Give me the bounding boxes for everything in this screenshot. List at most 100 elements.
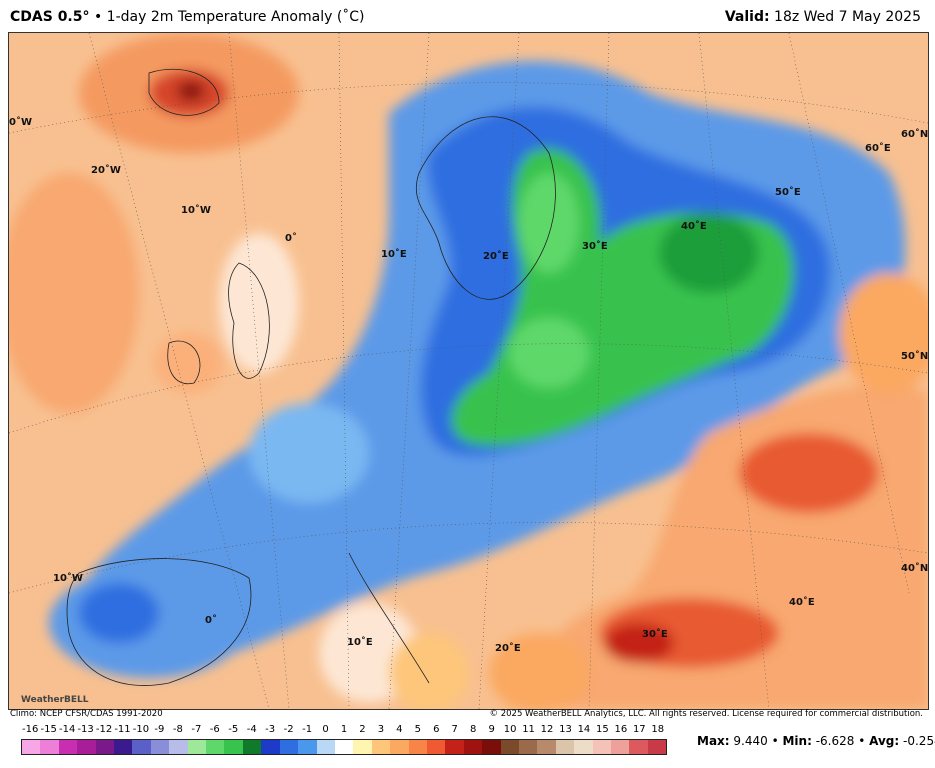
legend-swatch	[279, 740, 299, 754]
legend-tick-label: 14	[577, 724, 591, 735]
gridline-label: 60˚E	[865, 142, 891, 154]
legend-tick-label: -16	[22, 724, 39, 735]
legend-tick-label: 15	[596, 724, 609, 735]
longitude-line-20e	[478, 33, 520, 709]
longitude-line-20w	[88, 33, 270, 709]
hot-area-kazakhstan	[739, 433, 879, 513]
gridline-label: 20˚W	[91, 164, 121, 176]
legend-swatch	[537, 740, 556, 754]
latitude-line-60n	[9, 82, 928, 134]
legend-tick-label: -7	[191, 724, 202, 735]
latitude-line-50n	[9, 343, 928, 434]
iberia-coast	[66, 558, 252, 686]
legend-swatch	[463, 740, 483, 754]
legend-tick-label: -13	[77, 724, 94, 735]
warm-area-italy-south	[389, 633, 469, 709]
legend-tick-label: 5	[414, 724, 422, 735]
legend-tick-label: 10	[503, 724, 517, 735]
legend-tick-label: -10	[132, 724, 150, 735]
light-green-area-baltics	[509, 318, 589, 388]
legend-tick-label: -4	[246, 724, 257, 735]
map-canvas: 0˚W 20˚W 10˚W 0˚ 10˚E 20˚E 30˚E 40˚E 50˚E 60˚E 60˚…	[9, 33, 928, 709]
legend-swatch	[206, 740, 225, 754]
legend-swatch	[77, 740, 96, 754]
map-title: CDAS 0.5° • 1-day 2m Temperature Anomaly…	[10, 9, 365, 25]
legend-tick-label: -9	[154, 724, 165, 735]
gridline-label: 0˚W	[9, 116, 32, 128]
legend-swatch	[611, 740, 630, 754]
legend-tick-label: -14	[58, 724, 76, 735]
legend-swatch	[261, 740, 280, 754]
legend-tick-label: 18	[651, 724, 665, 735]
copyright-note: © 2025 WeatherBELL Analytics, LLC. All r…	[489, 709, 923, 719]
legend-swatch	[40, 740, 59, 754]
legend-tick-label: -5	[228, 724, 239, 735]
legend-swatch	[390, 740, 409, 754]
legend-tick-label: 9	[488, 724, 495, 735]
legend-swatch	[224, 740, 243, 754]
legend-swatch	[22, 740, 41, 754]
gridline-label: 40˚E	[681, 220, 707, 232]
iceland-coast	[148, 68, 220, 116]
valid-time: Valid: 18z Wed 7 May 2025	[725, 9, 921, 25]
gridline-label: 20˚E	[483, 250, 509, 262]
min-label: Min:	[782, 734, 812, 748]
legend-tick-label: 1	[340, 724, 348, 735]
longitude-line-30e	[588, 33, 610, 709]
title-separator: •	[89, 9, 107, 25]
dark-green-area-russia	[659, 213, 759, 293]
gridline-label: 50˚N	[901, 350, 928, 362]
weatherbell-logo: WeatherBELL	[21, 695, 89, 705]
gridline-label: 20˚E	[495, 642, 521, 654]
max-spot-iceland	[177, 81, 205, 101]
legend-swatch	[647, 740, 667, 754]
legend-swatch	[500, 740, 519, 754]
legend-swatch	[518, 740, 538, 754]
max-label: Max:	[697, 734, 730, 748]
light-green-area-finland	[519, 173, 579, 273]
legend-tick-label: -2	[283, 724, 294, 735]
legend-swatch	[408, 740, 427, 754]
legend-tick-label: 13	[559, 724, 572, 735]
legend-tick-label: -11	[114, 724, 131, 735]
legend-tick-label: -15	[40, 724, 57, 735]
legend-swatch	[482, 740, 501, 754]
legend-tick-label: -8	[172, 724, 183, 735]
model-name: CDAS 0.5	[10, 9, 83, 25]
legend-tick-label: -12	[95, 724, 113, 735]
legend-tick-label: 17	[632, 724, 646, 735]
legend-swatch	[629, 740, 648, 754]
gridline-label: 10˚W	[181, 204, 211, 216]
min-value: -6.628	[815, 734, 855, 748]
valid-label: Valid:	[724, 9, 770, 25]
legend-swatch	[150, 740, 170, 754]
legend-swatch	[58, 740, 78, 754]
legend-tick-label: 7	[451, 724, 458, 735]
gridline-label: 40˚N	[901, 562, 928, 574]
legend-swatch	[298, 740, 317, 754]
legend-swatch	[132, 740, 151, 754]
legend-swatch	[114, 740, 133, 754]
legend-tick-label: -3	[265, 724, 276, 735]
legend-tick-label: 6	[433, 724, 440, 735]
legend-tick-label: 12	[540, 724, 554, 735]
gridline-label: 10˚W	[53, 572, 83, 584]
cold-area-france	[249, 403, 369, 503]
gridline-label: 50˚E	[775, 186, 801, 198]
legend-tick-label: -1	[302, 724, 313, 735]
graticule	[9, 33, 928, 709]
legend-swatch	[95, 740, 115, 754]
color-legend: -16 -15 -14 -13 -12 -11 -10 -9 -8 -7 -6 -5 -4 -3 -2 -1 0…	[21, 724, 667, 757]
legend-swatch	[426, 740, 446, 754]
legend-swatch	[574, 740, 593, 754]
legend-labels: -16 -15 -14 -13 -12 -11 -10 -9 -8 -7 -6 -5 -4 -3 -2 -1 0…	[21, 724, 667, 738]
gridline-label: 40˚E	[789, 596, 815, 608]
legend-swatch	[169, 740, 188, 754]
avg-value: -0.254	[903, 734, 935, 748]
warm-area-atlantic	[9, 173, 139, 413]
stats-summary: Max: 9.440 • Min: -6.628 • Avg: -0.254	[697, 734, 935, 748]
neutral-area-britain	[219, 233, 299, 373]
legend-tick-label: -6	[209, 724, 220, 735]
valid-time-value: 18z Wed 7 May 2025	[774, 9, 921, 25]
legend-tick-label: 2	[359, 724, 366, 735]
